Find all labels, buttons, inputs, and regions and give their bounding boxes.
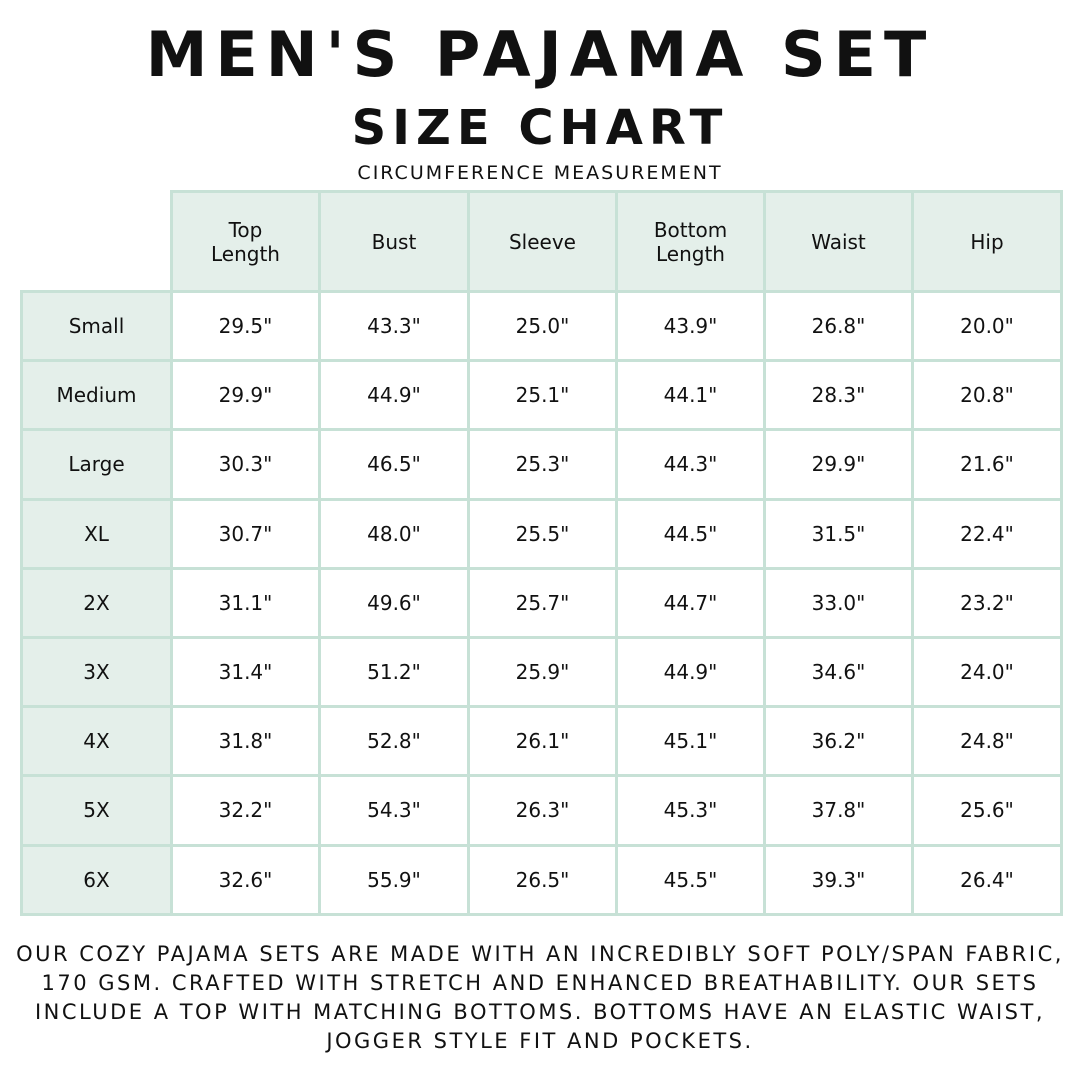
table-cell: 45.1" xyxy=(615,705,766,778)
table-cell: 24.0" xyxy=(911,636,1063,709)
table-cell: 43.9" xyxy=(615,290,766,363)
table-cell: 31.5" xyxy=(763,497,914,570)
table-cell: 26.4" xyxy=(911,843,1063,916)
table-cell: 44.9" xyxy=(615,636,766,709)
row-size-label: 4X xyxy=(20,705,173,778)
product-description: Our cozy pajama sets are made with an in… xyxy=(16,942,1064,1053)
table-cell: 30.3" xyxy=(170,428,321,501)
table-cell: 25.1" xyxy=(467,359,618,432)
table-cell: 28.3" xyxy=(763,359,914,432)
column-header: Hip xyxy=(911,190,1063,293)
row-size-label: XL xyxy=(20,497,173,570)
table-cell: 21.6" xyxy=(911,428,1063,501)
table-cell: 45.3" xyxy=(615,774,766,847)
row-size-label: 6X xyxy=(20,843,173,916)
table-cell: 54.3" xyxy=(318,774,470,847)
table-cell: 26.5" xyxy=(467,843,618,916)
column-header: Waist xyxy=(763,190,914,293)
table-cell: 44.1" xyxy=(615,359,766,432)
table-cell: 43.3" xyxy=(318,290,470,363)
measurement-caption: CIRCUMFERENCE MEASUREMENT xyxy=(357,162,723,184)
table-cell: 32.6" xyxy=(170,843,321,916)
table-cell: 44.9" xyxy=(318,359,470,432)
table-cell: 25.5" xyxy=(467,497,618,570)
table-cell: 20.0" xyxy=(911,290,1063,363)
table-cell: 26.8" xyxy=(763,290,914,363)
table-cell: 44.7" xyxy=(615,566,766,639)
page-subtitle: SIZE CHART xyxy=(351,100,729,156)
table-cell: 24.8" xyxy=(911,705,1063,778)
table-cell: 48.0" xyxy=(318,497,470,570)
row-size-label: Medium xyxy=(20,359,173,432)
table-cell: 32.2" xyxy=(170,774,321,847)
row-size-label: Large xyxy=(20,428,173,501)
table-cell: 25.0" xyxy=(467,290,618,363)
table-cell: 31.1" xyxy=(170,566,321,639)
column-header: Sleeve xyxy=(467,190,618,293)
table-cell: 26.1" xyxy=(467,705,618,778)
table-cell: 44.3" xyxy=(615,428,766,501)
table-cell: 37.8" xyxy=(763,774,914,847)
table-cell: 31.4" xyxy=(170,636,321,709)
table-cell: 25.9" xyxy=(467,636,618,709)
table-cell: 29.5" xyxy=(170,290,321,363)
table-cell: 22.4" xyxy=(911,497,1063,570)
column-header: Bottom Length xyxy=(615,190,766,293)
row-size-label: 5X xyxy=(20,774,173,847)
table-cell: 29.9" xyxy=(763,428,914,501)
table-cell: 25.3" xyxy=(467,428,618,501)
table-cell: 39.3" xyxy=(763,843,914,916)
table-cell: 29.9" xyxy=(170,359,321,432)
table-cell: 46.5" xyxy=(318,428,470,501)
row-size-label: Small xyxy=(20,290,173,363)
table-cell: 30.7" xyxy=(170,497,321,570)
table-cell: 34.6" xyxy=(763,636,914,709)
row-size-label: 2X xyxy=(20,566,173,639)
table-cell: 31.8" xyxy=(170,705,321,778)
column-header: Bust xyxy=(318,190,470,293)
table-cell: 36.2" xyxy=(763,705,914,778)
column-header: Top Length xyxy=(170,190,321,293)
table-cell: 45.5" xyxy=(615,843,766,916)
table-cell: 23.2" xyxy=(911,566,1063,639)
table-cell: 55.9" xyxy=(318,843,470,916)
row-size-label: 3X xyxy=(20,636,173,709)
page-title: MEN'S PAJAMA SET xyxy=(145,18,935,91)
table-cell: 52.8" xyxy=(318,705,470,778)
table-cell: 26.3" xyxy=(467,774,618,847)
table-cell: 25.6" xyxy=(911,774,1063,847)
table-cell: 51.2" xyxy=(318,636,470,709)
table-cell: 44.5" xyxy=(615,497,766,570)
table-cell: 49.6" xyxy=(318,566,470,639)
table-cell: 25.7" xyxy=(467,566,618,639)
table-cell: 33.0" xyxy=(763,566,914,639)
table-cell: 20.8" xyxy=(911,359,1063,432)
